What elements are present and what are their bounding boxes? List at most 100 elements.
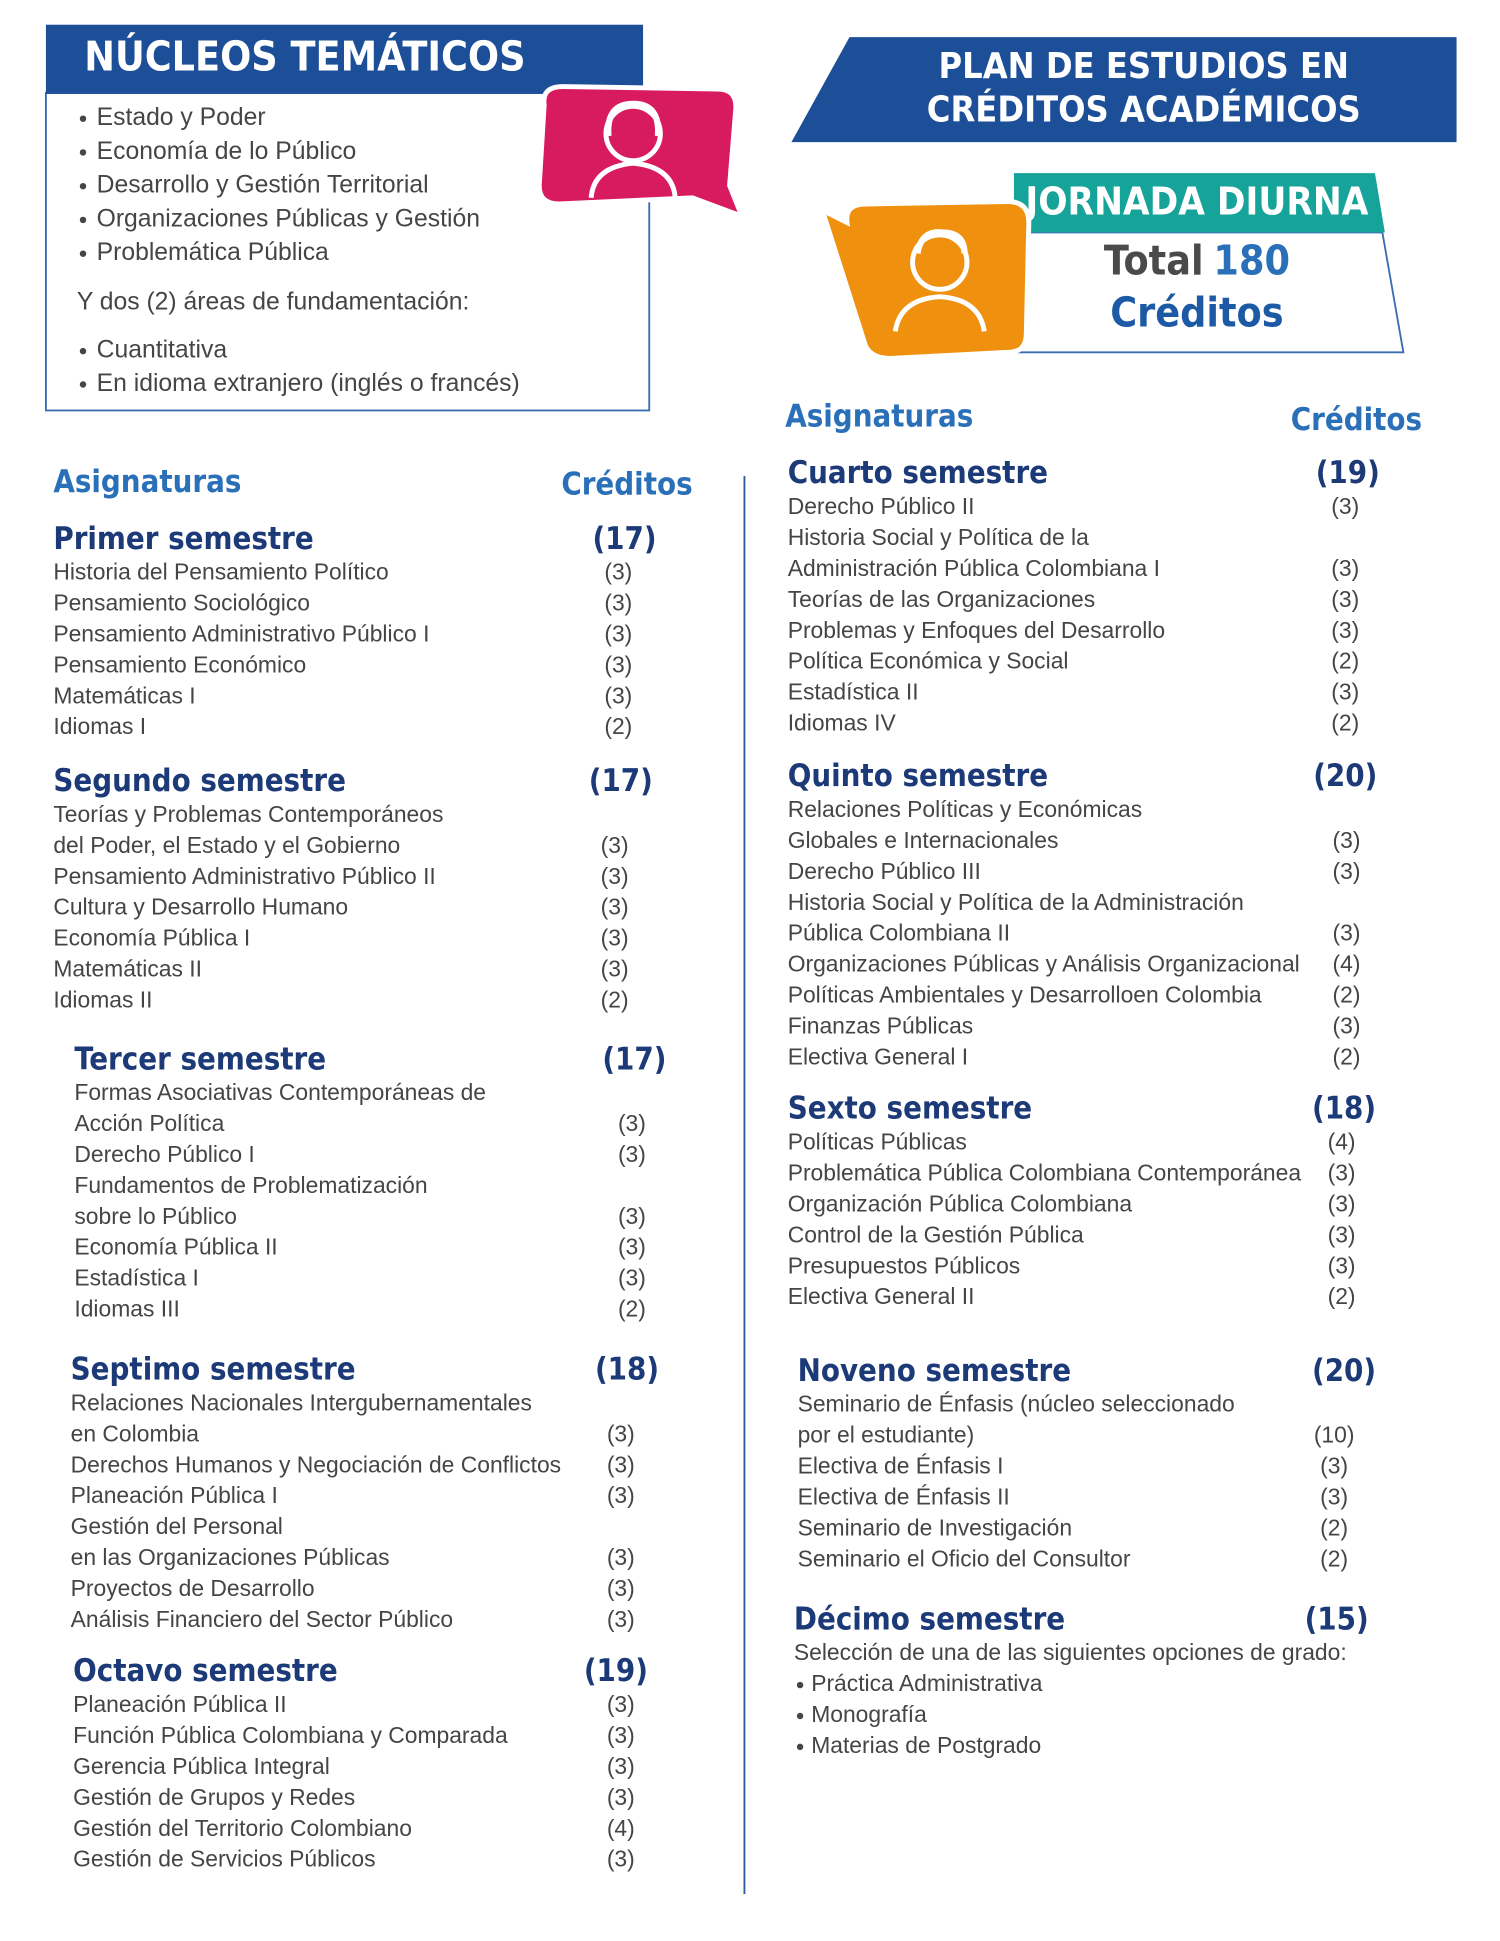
course-name: Derecho Público I bbox=[74, 1141, 254, 1167]
semester-note: Selección de una de las siguientes opcio… bbox=[794, 1639, 1347, 1665]
bullet bbox=[79, 115, 87, 122]
course-name: Estadística II bbox=[788, 679, 919, 705]
course-credits: (3) bbox=[601, 832, 629, 858]
semester-title: Quinto semestre bbox=[788, 758, 1048, 794]
course-credits: (3) bbox=[601, 863, 629, 889]
semester-credits: (15) bbox=[1305, 1601, 1369, 1637]
course-name: en las Organizaciones Públicas bbox=[71, 1544, 390, 1570]
course-credits: (3) bbox=[607, 1606, 635, 1632]
area-item: En idioma extranjero (inglés o francés) bbox=[97, 370, 520, 397]
plan-title: PLAN DE ESTUDIOS EN bbox=[939, 46, 1349, 87]
nucleo-item: Organizaciones Públicas y Gestión bbox=[97, 205, 480, 232]
course-credits: (3) bbox=[1320, 1453, 1348, 1479]
course-name: Proyectos de Desarrollo bbox=[71, 1575, 315, 1601]
option: Práctica Administrativa bbox=[811, 1670, 1043, 1696]
course-credits: (3) bbox=[604, 559, 632, 585]
course-credits: (3) bbox=[1331, 493, 1359, 519]
course-credits: (2) bbox=[1320, 1514, 1348, 1540]
semester: Noveno semestre (20) Seminario de Énfasis … bbox=[798, 1353, 1376, 1571]
course-name: Organizaciones Públicas y Análisis Organ… bbox=[788, 951, 1300, 977]
course-name: Pensamiento Administrativo Público II bbox=[53, 863, 435, 889]
semester: Octavo semestre (19) Planeación Pública II… bbox=[73, 1653, 648, 1871]
course-name: Gestión de Grupos y Redes bbox=[73, 1784, 355, 1810]
course-name: Gestión de Servicios Públicos bbox=[73, 1846, 375, 1872]
semester: Décimo semestre (15)Selección de una de l… bbox=[794, 1601, 1369, 1758]
course-credits: (3) bbox=[607, 1482, 635, 1508]
course-name: Acción Política bbox=[74, 1110, 224, 1136]
course-credits: (3) bbox=[601, 894, 629, 920]
course-name: del Poder, el Estado y el Gobierno bbox=[53, 832, 400, 858]
option: Monografía bbox=[811, 1701, 927, 1727]
bullet bbox=[79, 149, 87, 156]
course-name: Formas Asociativas Contemporáneas de bbox=[74, 1079, 486, 1105]
course-name: Globales e Internacionales bbox=[788, 827, 1059, 853]
course-credits: (3) bbox=[618, 1265, 646, 1291]
course-name: Historia Social y Política de la bbox=[788, 524, 1089, 550]
course-name: Fundamentos de Problematización bbox=[74, 1172, 427, 1198]
asignaturas-heading: Asignaturas bbox=[785, 398, 973, 434]
course-name: Gestión del Personal bbox=[71, 1513, 283, 1539]
semester-credits: (20) bbox=[1312, 1353, 1376, 1389]
course-name: Derecho Público II bbox=[788, 493, 975, 519]
course-credits: (3) bbox=[607, 1544, 635, 1570]
course-name: Idiomas I bbox=[53, 713, 146, 739]
course-credits: (2) bbox=[601, 986, 629, 1012]
semester-title: Noveno semestre bbox=[798, 1353, 1072, 1389]
course-credits: (2) bbox=[618, 1296, 646, 1322]
course-name: Economía Pública I bbox=[53, 925, 250, 951]
semester: Primer semestre (17) Historia del Pensamie… bbox=[53, 521, 656, 739]
course-credits: (3) bbox=[1333, 920, 1361, 946]
course-credits: (4) bbox=[607, 1815, 635, 1841]
course-credits: (2) bbox=[1331, 648, 1359, 674]
jornada: JORNADA DIURNA bbox=[1023, 179, 1368, 224]
course-name: Idiomas III bbox=[74, 1296, 179, 1322]
course-name: Electiva General I bbox=[788, 1043, 968, 1069]
semester: Cuarto semestre (19) Derecho Público II (3)… bbox=[788, 455, 1380, 735]
course-credits: (3) bbox=[1328, 1190, 1356, 1216]
course-name: Presupuestos Públicos bbox=[788, 1252, 1021, 1278]
semester: Septimo semestre (18) Relaciones Nacionale… bbox=[71, 1352, 659, 1632]
course-credits: (3) bbox=[618, 1141, 646, 1167]
course-credits: (3) bbox=[607, 1753, 635, 1779]
bullet bbox=[796, 1743, 804, 1751]
bullet bbox=[796, 1681, 804, 1689]
bullet bbox=[79, 381, 87, 388]
course-name: Idiomas II bbox=[53, 986, 152, 1012]
total-unit: Créditos bbox=[1110, 288, 1283, 336]
course-credits: (3) bbox=[1333, 827, 1361, 853]
course-credits: (3) bbox=[618, 1110, 646, 1136]
course-name: Derechos Humanos y Negociación de Confli… bbox=[71, 1451, 561, 1477]
course-name: Organización Pública Colombiana bbox=[788, 1190, 1133, 1216]
course-credits: (3) bbox=[604, 621, 632, 647]
semesters: Primer semestre (17) Historia del Pensamie… bbox=[53, 455, 1379, 1871]
semester-credits: (18) bbox=[595, 1352, 659, 1388]
plan-banner bbox=[791, 37, 1457, 143]
bullet bbox=[79, 182, 87, 190]
course-name: Pensamiento Económico bbox=[53, 651, 306, 677]
course-name: Política Económica y Social bbox=[788, 648, 1069, 674]
semester-credits: (19) bbox=[584, 1653, 648, 1689]
area-item: Cuantitativa bbox=[97, 337, 228, 364]
bullet bbox=[796, 1712, 804, 1720]
course-credits: (3) bbox=[607, 1722, 635, 1748]
course-name: Relaciones Políticas y Económicas bbox=[788, 796, 1142, 822]
course-credits: (3) bbox=[607, 1420, 635, 1446]
creditos-heading: Créditos bbox=[1291, 402, 1422, 438]
creditos-heading: Créditos bbox=[561, 466, 692, 502]
course-credits: (3) bbox=[607, 1575, 635, 1601]
nucleo-item: Desarrollo y Gestión Territorial bbox=[97, 172, 429, 199]
course-credits: (3) bbox=[604, 651, 632, 677]
course-credits: (2) bbox=[1333, 982, 1361, 1008]
course-name: Problemática Pública Colombiana Contempo… bbox=[788, 1160, 1302, 1186]
course-credits: (3) bbox=[607, 1784, 635, 1810]
course-credits: (3) bbox=[1333, 858, 1361, 884]
course-name: por el estudiante) bbox=[798, 1422, 975, 1448]
course-name: Matemáticas I bbox=[53, 682, 195, 708]
course-name: Pública Colombiana II bbox=[788, 920, 1010, 946]
course-credits: (3) bbox=[1331, 617, 1359, 643]
course-credits: (3) bbox=[604, 590, 632, 616]
semester-credits: (18) bbox=[1312, 1091, 1376, 1127]
semester-title: Sexto semestre bbox=[788, 1091, 1032, 1127]
